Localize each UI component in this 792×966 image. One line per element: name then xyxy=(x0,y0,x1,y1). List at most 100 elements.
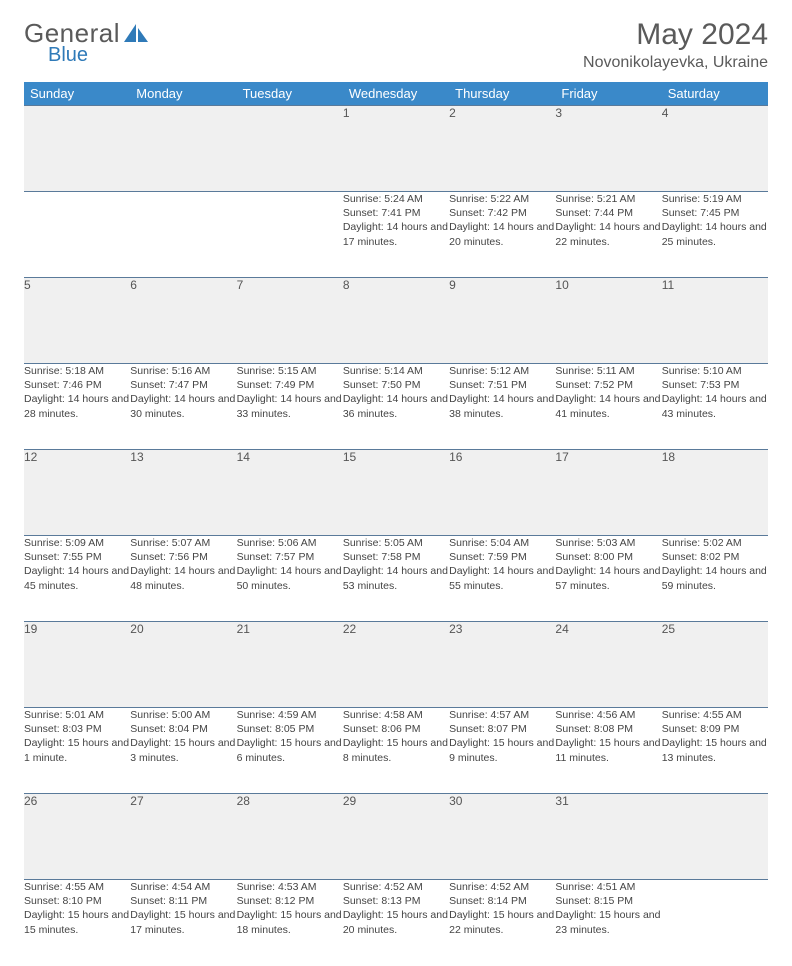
day-detail-line: Sunrise: 4:59 AM xyxy=(237,708,343,722)
day-number-cell: 3 xyxy=(555,106,661,192)
day-detail-cell: Sunrise: 5:06 AMSunset: 7:57 PMDaylight:… xyxy=(237,536,343,622)
day-detail-line: Sunset: 8:08 PM xyxy=(555,722,661,736)
day-detail-line: Daylight: 15 hours and 3 minutes. xyxy=(130,736,236,764)
day-detail-line: Sunrise: 4:58 AM xyxy=(343,708,449,722)
day-number-cell: 29 xyxy=(343,794,449,880)
weekday-header: Sunday xyxy=(24,82,130,106)
day-detail-line: Daylight: 14 hours and 43 minutes. xyxy=(662,392,768,420)
day-detail-line: Sunrise: 5:07 AM xyxy=(130,536,236,550)
day-detail-line: Daylight: 14 hours and 41 minutes. xyxy=(555,392,661,420)
day-detail-line: Daylight: 14 hours and 38 minutes. xyxy=(449,392,555,420)
day-detail-cell: Sunrise: 5:16 AMSunset: 7:47 PMDaylight:… xyxy=(130,364,236,450)
day-detail-line: Sunrise: 5:24 AM xyxy=(343,192,449,206)
day-detail-cell: Sunrise: 4:57 AMSunset: 8:07 PMDaylight:… xyxy=(449,708,555,794)
day-detail-line: Sunrise: 5:12 AM xyxy=(449,364,555,378)
day-detail-line: Sunset: 8:05 PM xyxy=(237,722,343,736)
day-detail-line: Sunrise: 4:53 AM xyxy=(237,880,343,894)
day-number-row: 567891011 xyxy=(24,278,768,364)
day-detail-cell: Sunrise: 5:09 AMSunset: 7:55 PMDaylight:… xyxy=(24,536,130,622)
day-detail-cell: Sunrise: 5:22 AMSunset: 7:42 PMDaylight:… xyxy=(449,192,555,278)
day-detail-line: Sunset: 8:12 PM xyxy=(237,894,343,908)
day-number-cell: 11 xyxy=(662,278,768,364)
weekday-header-row: Sunday Monday Tuesday Wednesday Thursday… xyxy=(24,82,768,106)
day-detail-cell: Sunrise: 4:58 AMSunset: 8:06 PMDaylight:… xyxy=(343,708,449,794)
weekday-header: Tuesday xyxy=(237,82,343,106)
day-detail-line: Sunrise: 5:03 AM xyxy=(555,536,661,550)
day-detail-line: Sunset: 7:57 PM xyxy=(237,550,343,564)
day-detail-line: Sunrise: 5:22 AM xyxy=(449,192,555,206)
weekday-header: Monday xyxy=(130,82,236,106)
day-detail-line: Sunset: 7:55 PM xyxy=(24,550,130,564)
day-detail-row: Sunrise: 5:18 AMSunset: 7:46 PMDaylight:… xyxy=(24,364,768,450)
day-detail-line: Sunset: 8:15 PM xyxy=(555,894,661,908)
day-detail-line: Sunrise: 5:00 AM xyxy=(130,708,236,722)
day-detail-line: Sunset: 7:42 PM xyxy=(449,206,555,220)
day-detail-line: Sunset: 8:09 PM xyxy=(662,722,768,736)
day-detail-line: Sunset: 8:03 PM xyxy=(24,722,130,736)
day-detail-cell: Sunrise: 5:14 AMSunset: 7:50 PMDaylight:… xyxy=(343,364,449,450)
day-number-cell xyxy=(24,106,130,192)
day-number-row: 1234 xyxy=(24,106,768,192)
day-detail-line: Sunset: 7:58 PM xyxy=(343,550,449,564)
day-detail-line: Sunset: 7:59 PM xyxy=(449,550,555,564)
day-detail-cell: Sunrise: 5:12 AMSunset: 7:51 PMDaylight:… xyxy=(449,364,555,450)
day-detail-line: Sunset: 7:44 PM xyxy=(555,206,661,220)
day-detail-line: Sunset: 8:00 PM xyxy=(555,550,661,564)
day-detail-line: Daylight: 14 hours and 36 minutes. xyxy=(343,392,449,420)
day-detail-line: Sunset: 8:11 PM xyxy=(130,894,236,908)
day-number-cell: 31 xyxy=(555,794,661,880)
day-detail-line: Daylight: 15 hours and 15 minutes. xyxy=(24,908,130,936)
day-number-cell: 30 xyxy=(449,794,555,880)
day-number-cell: 9 xyxy=(449,278,555,364)
day-detail-line: Sunset: 8:07 PM xyxy=(449,722,555,736)
day-detail-line: Sunrise: 5:02 AM xyxy=(662,536,768,550)
day-detail-line: Daylight: 14 hours and 17 minutes. xyxy=(343,220,449,248)
weekday-header: Saturday xyxy=(662,82,768,106)
day-detail-line: Daylight: 14 hours and 53 minutes. xyxy=(343,564,449,592)
day-detail-line: Sunset: 8:13 PM xyxy=(343,894,449,908)
day-detail-line: Sunrise: 5:19 AM xyxy=(662,192,768,206)
day-detail-line: Sunrise: 4:56 AM xyxy=(555,708,661,722)
day-number-cell: 16 xyxy=(449,450,555,536)
day-detail-line: Daylight: 14 hours and 28 minutes. xyxy=(24,392,130,420)
day-detail-cell: Sunrise: 5:21 AMSunset: 7:44 PMDaylight:… xyxy=(555,192,661,278)
day-detail-line: Sunrise: 5:18 AM xyxy=(24,364,130,378)
day-detail-line: Sunrise: 5:15 AM xyxy=(237,364,343,378)
day-number-cell: 19 xyxy=(24,622,130,708)
day-number-cell: 28 xyxy=(237,794,343,880)
day-detail-row: Sunrise: 5:24 AMSunset: 7:41 PMDaylight:… xyxy=(24,192,768,278)
day-detail-line: Sunset: 8:02 PM xyxy=(662,550,768,564)
day-number-cell: 5 xyxy=(24,278,130,364)
day-number-cell: 2 xyxy=(449,106,555,192)
day-detail-line: Sunrise: 5:06 AM xyxy=(237,536,343,550)
day-number-cell: 27 xyxy=(130,794,236,880)
day-detail-line: Daylight: 14 hours and 57 minutes. xyxy=(555,564,661,592)
day-detail-line: Sunset: 8:04 PM xyxy=(130,722,236,736)
day-detail-cell: Sunrise: 4:55 AMSunset: 8:09 PMDaylight:… xyxy=(662,708,768,794)
day-number-cell: 15 xyxy=(343,450,449,536)
day-detail-line: Sunset: 7:45 PM xyxy=(662,206,768,220)
day-number-cell xyxy=(237,106,343,192)
day-number-cell xyxy=(662,794,768,880)
day-number-cell: 18 xyxy=(662,450,768,536)
day-detail-line: Sunrise: 4:54 AM xyxy=(130,880,236,894)
day-detail-row: Sunrise: 5:09 AMSunset: 7:55 PMDaylight:… xyxy=(24,536,768,622)
day-detail-cell: Sunrise: 5:03 AMSunset: 8:00 PMDaylight:… xyxy=(555,536,661,622)
day-detail-line: Sunset: 7:41 PM xyxy=(343,206,449,220)
day-detail-line: Daylight: 14 hours and 20 minutes. xyxy=(449,220,555,248)
day-number-row: 19202122232425 xyxy=(24,622,768,708)
day-number-cell: 23 xyxy=(449,622,555,708)
month-title: May 2024 xyxy=(583,18,768,52)
day-number-cell: 12 xyxy=(24,450,130,536)
day-detail-line: Daylight: 15 hours and 17 minutes. xyxy=(130,908,236,936)
day-detail-line: Daylight: 14 hours and 59 minutes. xyxy=(662,564,768,592)
day-detail-cell: Sunrise: 4:53 AMSunset: 8:12 PMDaylight:… xyxy=(237,880,343,966)
day-number-cell: 7 xyxy=(237,278,343,364)
day-detail-cell: Sunrise: 5:07 AMSunset: 7:56 PMDaylight:… xyxy=(130,536,236,622)
day-detail-cell: Sunrise: 5:19 AMSunset: 7:45 PMDaylight:… xyxy=(662,192,768,278)
day-number-cell: 21 xyxy=(237,622,343,708)
day-number-cell: 1 xyxy=(343,106,449,192)
day-number-cell: 20 xyxy=(130,622,236,708)
day-detail-cell: Sunrise: 4:52 AMSunset: 8:13 PMDaylight:… xyxy=(343,880,449,966)
day-detail-cell xyxy=(130,192,236,278)
